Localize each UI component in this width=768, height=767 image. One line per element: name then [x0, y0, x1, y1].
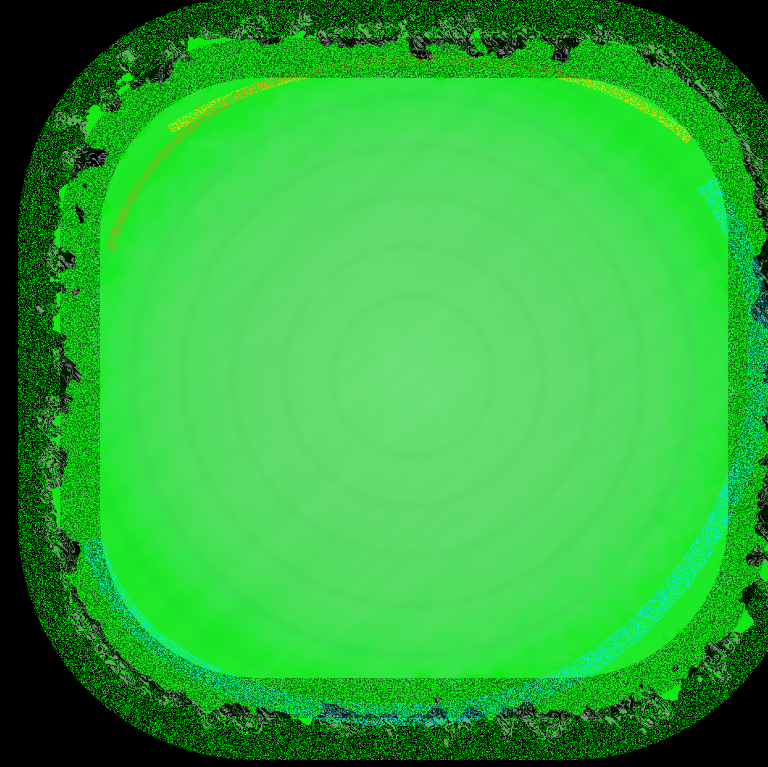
- black-speckles: [60, 38, 768, 718]
- ochre-speckles: [105, 67, 302, 252]
